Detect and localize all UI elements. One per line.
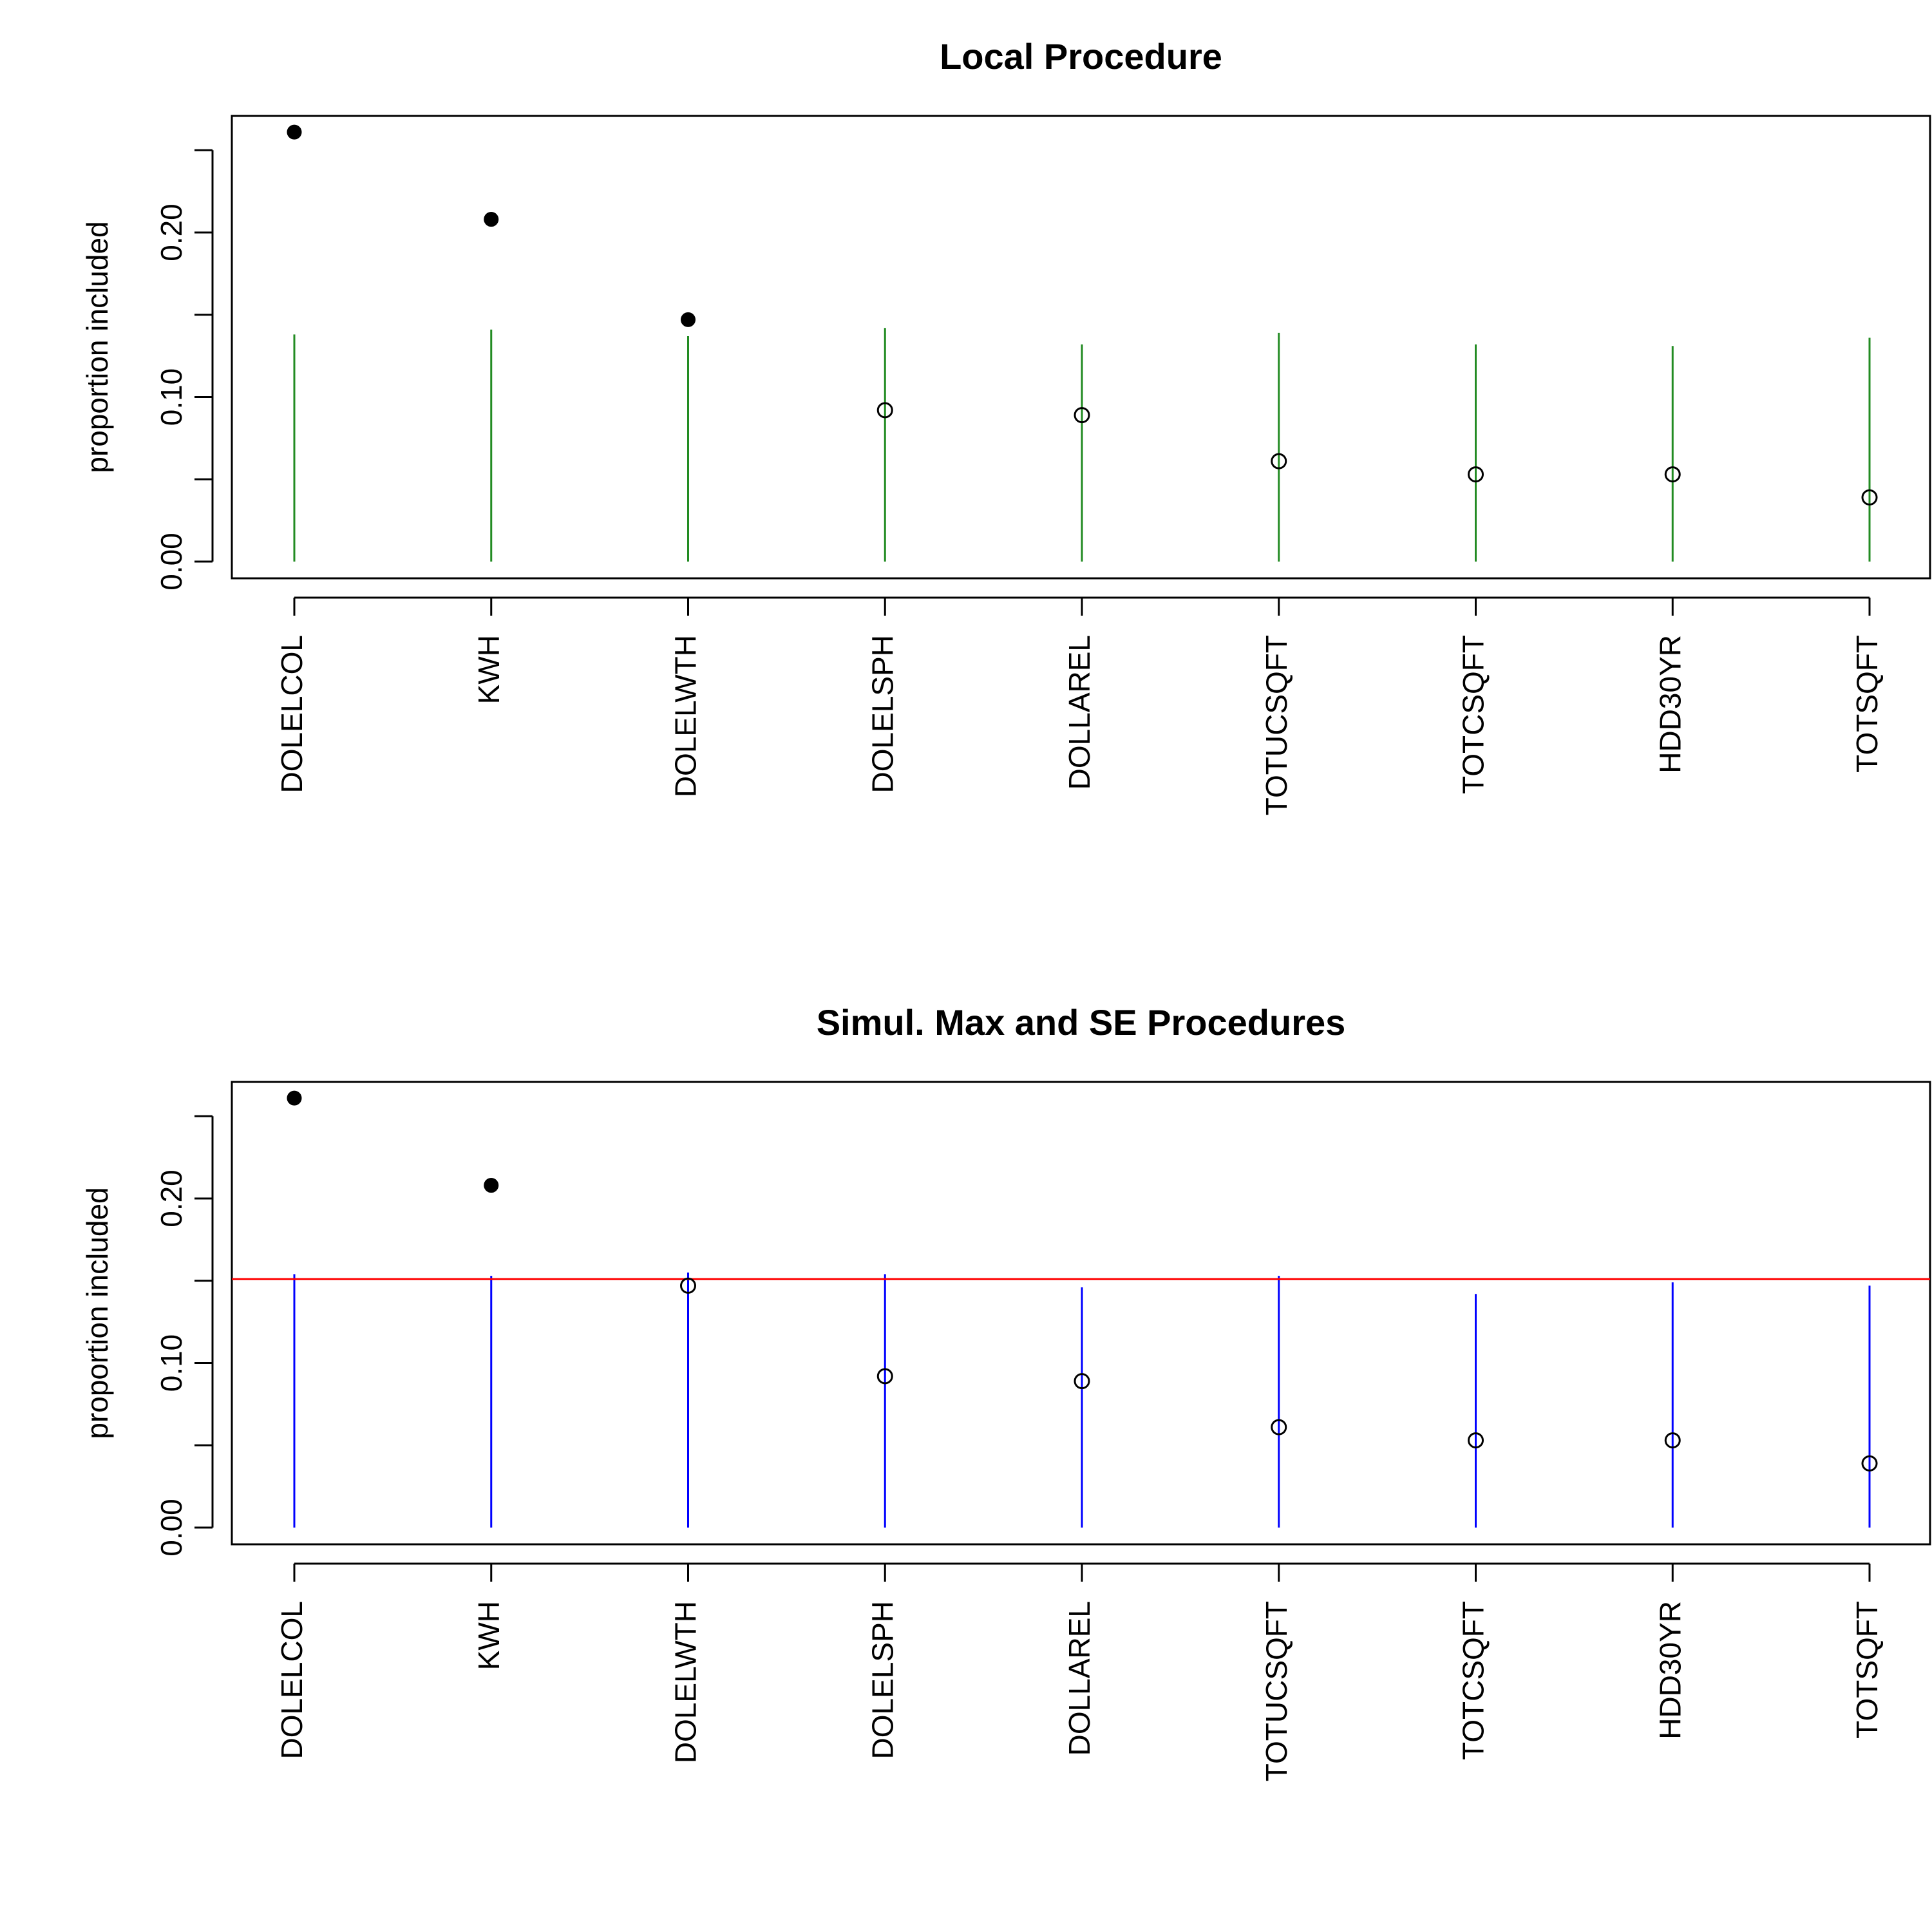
x-tick-label: HDD30YR (1653, 635, 1687, 773)
x-tick-label: TOTSQFT (1850, 635, 1884, 773)
x-tick-label: TOTCSQFT (1457, 1601, 1490, 1760)
point-unselected (1861, 1455, 1878, 1472)
chart-panel-1: Local Procedure 0.00 0.10 0.20 proportion in… (80, 36, 1931, 815)
y-tick-label: 0.20 (155, 204, 188, 261)
point-unselected (1271, 1419, 1287, 1435)
x-tick-label: HDD30YR (1653, 1601, 1687, 1739)
x-tick-label: DOLELWTH (669, 1601, 703, 1763)
y-tick-label: 0.00 (155, 1499, 188, 1557)
plot-frame (231, 115, 1931, 580)
y-tick-label: 0.10 (155, 368, 188, 426)
chart-panel-2: Simul. Max and SE Procedures 0.00 0.10 0.20… (80, 1002, 1931, 1781)
point-unselected (1664, 1432, 1681, 1449)
x-tick-label: DOLLAREL (1063, 635, 1096, 790)
point-selected (681, 312, 696, 327)
x-tick-label: TOTCSQFT (1457, 635, 1490, 794)
x-tick-label: KWH (472, 1601, 506, 1670)
point-unselected (876, 402, 893, 419)
y-tick-label: 0.00 (155, 533, 188, 591)
x-tick-label: DOLLAREL (1063, 1601, 1096, 1756)
point-unselected (1664, 466, 1681, 483)
x-tick-label: DOLELWTH (669, 635, 703, 797)
point-unselected (1861, 489, 1878, 506)
point-unselected (876, 1368, 893, 1385)
point-unselected (1468, 1432, 1484, 1449)
y-axis-title: proportion included (80, 221, 114, 473)
x-tick-label: DOLELSPH (866, 1601, 899, 1759)
y-tick-label: 0.10 (155, 1334, 188, 1392)
y-axis-title: proportion included (80, 1187, 114, 1439)
point-selected (484, 212, 499, 227)
x-tick-label: TOTUCSQFT (1260, 1601, 1293, 1781)
x-tick-label: DOLELSPH (866, 635, 899, 793)
point-unselected (680, 1277, 696, 1294)
x-tick-label: DOLELCOL (275, 1601, 308, 1759)
chart-title: Simul. Max and SE Procedures (817, 1002, 1346, 1043)
point-selected (287, 124, 302, 140)
point-unselected (1468, 466, 1484, 483)
point-unselected (1074, 1373, 1090, 1390)
x-tick-label: TOTUCSQFT (1260, 635, 1293, 815)
point-selected (287, 1090, 302, 1106)
chart-title: Local Procedure (940, 36, 1222, 77)
x-tick-label: KWH (472, 635, 506, 704)
point-selected (484, 1178, 499, 1193)
y-tick-label: 0.20 (155, 1170, 188, 1227)
plot-frame (231, 1081, 1931, 1546)
point-unselected (1074, 407, 1090, 424)
x-tick-label: DOLELCOL (275, 635, 308, 793)
x-tick-label: TOTSQFT (1850, 1601, 1884, 1739)
point-unselected (1271, 453, 1287, 469)
